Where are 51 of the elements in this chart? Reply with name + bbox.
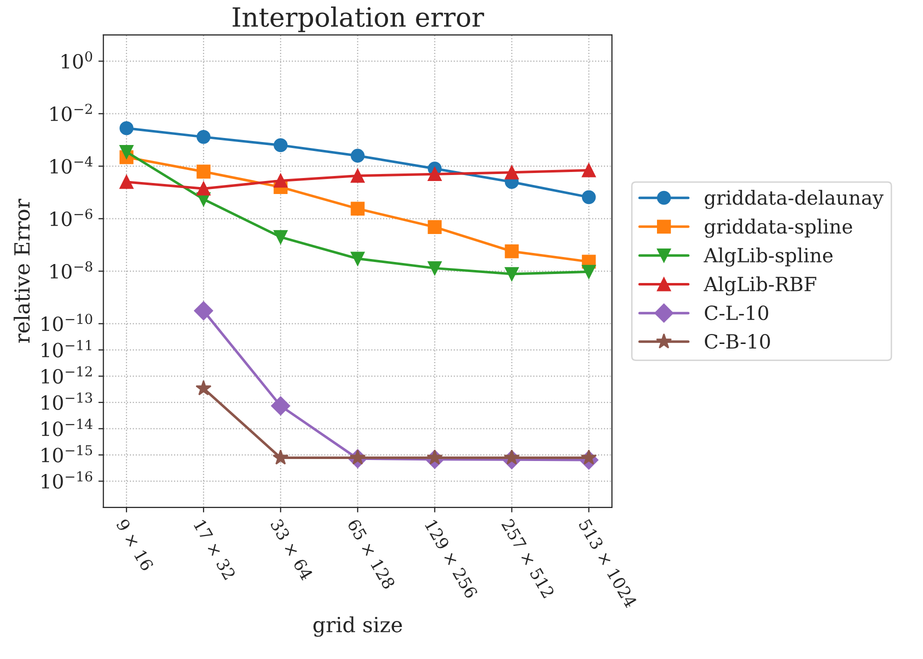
point [504, 267, 519, 281]
legend-label: AlgLib-RBF [704, 276, 816, 296]
point [120, 144, 134, 159]
legend-label: AlgLib-spline [704, 248, 833, 267]
x-tick-label: 17 × 32 [193, 519, 236, 580]
point [196, 130, 210, 144]
y-tick-label: 10$^{−13}$ [42, 392, 92, 410]
y-tick-label: 10$^{−16}$ [42, 471, 92, 489]
y-tick-label: 10$^{−8}$ [50, 261, 92, 279]
point [350, 168, 365, 183]
point [582, 163, 596, 178]
point [196, 182, 210, 196]
point [274, 138, 288, 152]
point [350, 148, 365, 163]
point [194, 301, 214, 320]
point [272, 449, 289, 465]
point [271, 396, 290, 416]
y-tick-label: 10$^{−14}$ [42, 418, 92, 436]
legend-label: C-B-10 [704, 334, 770, 349]
point [274, 230, 288, 244]
x-tick-label: 33 × 64 [270, 518, 314, 581]
point [350, 202, 365, 216]
point [504, 244, 519, 258]
point [120, 175, 134, 189]
point [580, 449, 597, 465]
x-axis-title: grid size [313, 616, 402, 637]
y-tick-label: 10$^{−12}$ [42, 366, 92, 384]
x-tick-label: 9 × 16 [116, 518, 154, 572]
legend-label: griddata-spline [704, 218, 852, 238]
point [582, 264, 596, 279]
point [428, 220, 442, 234]
legend-label: C-L-10 [704, 305, 768, 320]
point [504, 165, 519, 180]
point [120, 121, 134, 136]
y-tick-label: 10$^{−2}$ [50, 104, 92, 122]
point [196, 164, 210, 179]
y-tick-label: 10$^{−11}$ [42, 340, 92, 358]
point [428, 261, 442, 276]
point [428, 167, 442, 182]
point [350, 252, 365, 266]
point [582, 190, 596, 204]
legend-label: griddata-delaunay [704, 190, 884, 209]
point [274, 174, 288, 188]
y-tick-label: 10$^{−6}$ [50, 208, 92, 226]
y-tick-label: 10$^{−4}$ [50, 156, 92, 174]
y-tick-label: 10$^{−10}$ [42, 314, 92, 332]
chart-title: Interpolation error [232, 6, 484, 32]
y-axis-title: relative Error [14, 198, 30, 343]
y-tick-label: 10$^{0}$ [62, 51, 92, 69]
y-tick-label: 10$^{−15}$ [42, 445, 92, 462]
point [196, 380, 212, 396]
